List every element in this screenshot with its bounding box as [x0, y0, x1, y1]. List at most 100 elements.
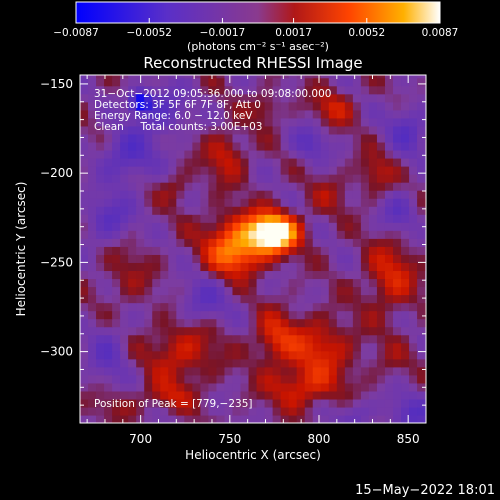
heatmap-cell: [393, 174, 402, 183]
heatmap-cell: [248, 286, 258, 296]
heatmap-cell: [248, 406, 258, 416]
heatmap-cell: [264, 93, 274, 103]
heatmap-cell: [184, 334, 193, 344]
heatmap-cell: [320, 214, 330, 223]
heatmap-cell: [256, 326, 266, 336]
heatmap-cell: [320, 117, 330, 127]
heatmap-cell: [184, 214, 193, 223]
heatmap-cell: [176, 77, 185, 87]
heatmap-cell: [112, 206, 121, 215]
heatmap-cell: [344, 326, 354, 336]
heatmap-cell: [384, 93, 394, 103]
heatmap-cell: [393, 230, 402, 239]
heatmap-cell: [280, 294, 290, 304]
heatmap-cell: [376, 133, 386, 143]
heatmap-cell: [280, 77, 290, 87]
heatmap-cell: [152, 326, 161, 336]
heatmap-cell: [368, 109, 378, 119]
heatmap-cell: [88, 334, 97, 344]
heatmap-cell: [280, 278, 290, 288]
heatmap-cell: [248, 182, 258, 191]
heatmap-cell: [368, 93, 378, 103]
heatmap-cell: [368, 125, 378, 135]
x-axis-label: Heliocentric X (arcsec): [185, 448, 321, 462]
heatmap-cell: [104, 77, 113, 87]
heatmap-cell: [120, 294, 129, 304]
heatmap-cell: [336, 382, 346, 392]
heatmap-cell: [264, 141, 274, 151]
heatmap-cell: [96, 214, 105, 223]
heatmap-cell: [312, 198, 322, 207]
heatmap-cell: [112, 406, 121, 416]
heatmap-cell: [401, 77, 410, 87]
heatmap-cell: [168, 149, 177, 159]
heatmap-cell: [264, 230, 274, 239]
heatmap-cell: [384, 342, 394, 352]
heatmap-cell: [352, 133, 362, 143]
heatmap-cell: [144, 182, 153, 191]
heatmap-cell: [200, 222, 210, 231]
heatmap-cell: [360, 286, 370, 296]
heatmap-cell: [120, 101, 129, 111]
heatmap-cell: [401, 270, 410, 280]
heatmap-cell: [417, 398, 426, 408]
heatmap-cell: [192, 141, 201, 151]
heatmap-cell: [208, 390, 218, 400]
heatmap-cell: [152, 222, 161, 231]
heatmap-cell: [152, 414, 161, 423]
heatmap-cell: [232, 334, 242, 344]
heatmap-cell: [200, 101, 210, 111]
heatmap-cell: [128, 278, 137, 288]
heatmap-cell: [384, 125, 394, 135]
heatmap-cell: [88, 101, 97, 111]
heatmap-cell: [96, 366, 105, 376]
heatmap-cell: [216, 358, 226, 368]
heatmap-cell: [160, 133, 169, 143]
heatmap-cell: [360, 398, 370, 408]
heatmap-cell: [409, 246, 418, 255]
heatmap-cell: [272, 302, 282, 312]
heatmap-cell: [264, 278, 274, 288]
heatmap-cell: [248, 414, 258, 423]
heatmap-cell: [216, 182, 226, 191]
heatmap-cell: [240, 286, 250, 296]
heatmap-cell: [417, 262, 426, 272]
heatmap-cell: [232, 358, 242, 368]
heatmap-cell: [152, 254, 161, 263]
heatmap-cell: [104, 190, 113, 199]
heatmap-cell: [320, 166, 330, 175]
heatmap-cell: [352, 149, 362, 159]
heatmap-cell: [80, 190, 89, 199]
heatmap-cell: [232, 157, 242, 167]
heatmap-cell: [184, 366, 193, 376]
heatmap-cell: [320, 382, 330, 392]
heatmap-cell: [312, 326, 322, 336]
heatmap-cell: [80, 206, 89, 215]
heatmap-cell: [168, 75, 177, 79]
heatmap-cell: [176, 117, 185, 127]
heatmap-cell: [88, 222, 97, 231]
heatmap-cell: [384, 166, 394, 175]
heatmap-cell: [312, 342, 322, 352]
heatmap-cell: [344, 278, 354, 288]
heatmap-cell: [240, 182, 250, 191]
heatmap-cell: [312, 222, 322, 231]
heatmap-cell: [80, 182, 89, 191]
heatmap-cell: [248, 85, 258, 95]
heatmap-cell: [128, 109, 137, 119]
heatmap-cell: [401, 222, 410, 231]
heatmap-cell: [360, 149, 370, 159]
heatmap-cell: [312, 93, 322, 103]
heatmap-cell: [192, 77, 201, 87]
heatmap-cell: [192, 294, 201, 304]
heatmap-cell: [112, 414, 121, 423]
heatmap-cell: [144, 382, 153, 392]
heatmap-cell: [417, 222, 426, 231]
heatmap-cell: [120, 238, 129, 247]
heatmap-cell: [280, 358, 290, 368]
heatmap-cell: [136, 133, 145, 143]
heatmap-cell: [256, 182, 266, 191]
heatmap-cell: [216, 149, 226, 159]
heatmap-cell: [328, 85, 338, 95]
heatmap-cell: [312, 133, 322, 143]
